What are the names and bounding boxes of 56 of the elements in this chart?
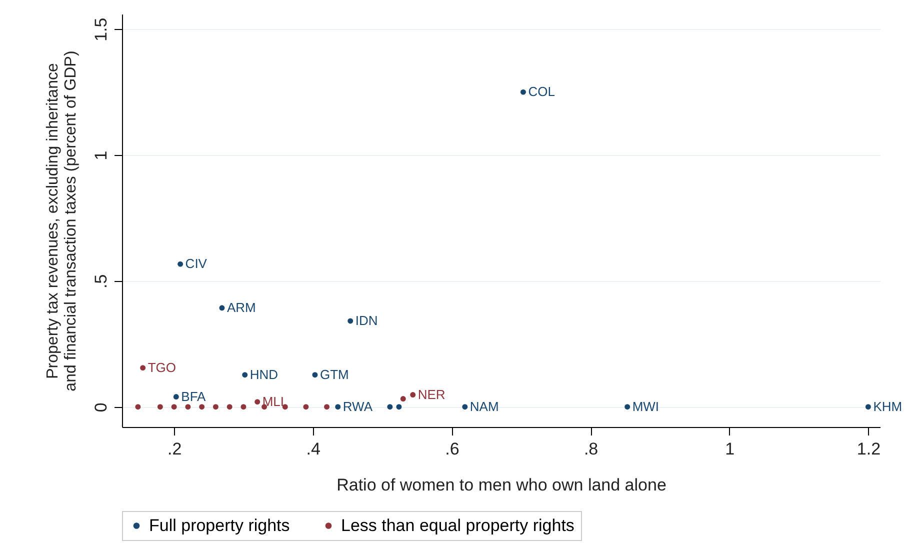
x-tick-label: .2 xyxy=(167,440,182,458)
data-label: MLI xyxy=(262,394,284,409)
point xyxy=(171,404,177,410)
legend-label: Full property rights xyxy=(149,516,290,535)
point xyxy=(254,399,260,405)
point xyxy=(410,392,416,398)
point xyxy=(140,365,146,371)
point xyxy=(462,404,468,410)
data-label: BFA xyxy=(181,388,206,404)
x-tick-label: .4 xyxy=(306,440,320,458)
legend-label: Less than equal property rights xyxy=(341,516,574,535)
data-label: NAM xyxy=(470,398,499,414)
point xyxy=(282,404,288,410)
point xyxy=(135,404,141,410)
point xyxy=(387,404,393,410)
point xyxy=(348,318,354,324)
point xyxy=(157,404,163,410)
x-tick-label: .6 xyxy=(445,440,460,458)
data-label: COL xyxy=(528,84,555,100)
data-label: GTM xyxy=(320,366,349,382)
x-tick-label: 1.2 xyxy=(856,440,881,458)
point xyxy=(396,404,402,410)
point xyxy=(199,404,205,410)
point xyxy=(185,404,191,410)
point xyxy=(173,394,179,400)
data-label: KHM xyxy=(873,398,902,414)
point xyxy=(624,404,630,410)
data-label: ARM xyxy=(226,300,256,315)
data-label: NER xyxy=(418,386,446,402)
point xyxy=(303,404,309,410)
data-label: CIV xyxy=(185,256,208,272)
point xyxy=(400,396,406,402)
y-tick-label: 0 xyxy=(92,402,110,412)
point xyxy=(240,404,246,410)
point xyxy=(226,404,232,410)
x-axis-title: Ratio of women to men who own land alone xyxy=(336,476,666,494)
point xyxy=(335,404,341,410)
y-axis-title: Property tax revenues, excluding inheritance and financial transaction taxes (percent of GDP) xyxy=(44,50,80,392)
data-label: HND xyxy=(250,366,278,382)
point xyxy=(219,305,225,311)
x-tick-label: .8 xyxy=(584,440,598,458)
point xyxy=(242,372,248,378)
point xyxy=(178,261,184,267)
point xyxy=(324,404,330,410)
point xyxy=(520,89,526,95)
x-tick-label: 1 xyxy=(725,440,735,458)
point xyxy=(312,372,318,378)
data-label: MWI xyxy=(632,398,660,414)
data-label: RWA xyxy=(342,398,373,414)
point xyxy=(212,404,218,410)
y-tick-label: 1.5 xyxy=(92,18,110,42)
y-tick-label: .5 xyxy=(92,274,110,289)
y-tick-label: 1 xyxy=(92,150,110,160)
data-label: IDN xyxy=(355,312,378,328)
data-label: TGO xyxy=(148,360,176,375)
point xyxy=(865,404,871,410)
